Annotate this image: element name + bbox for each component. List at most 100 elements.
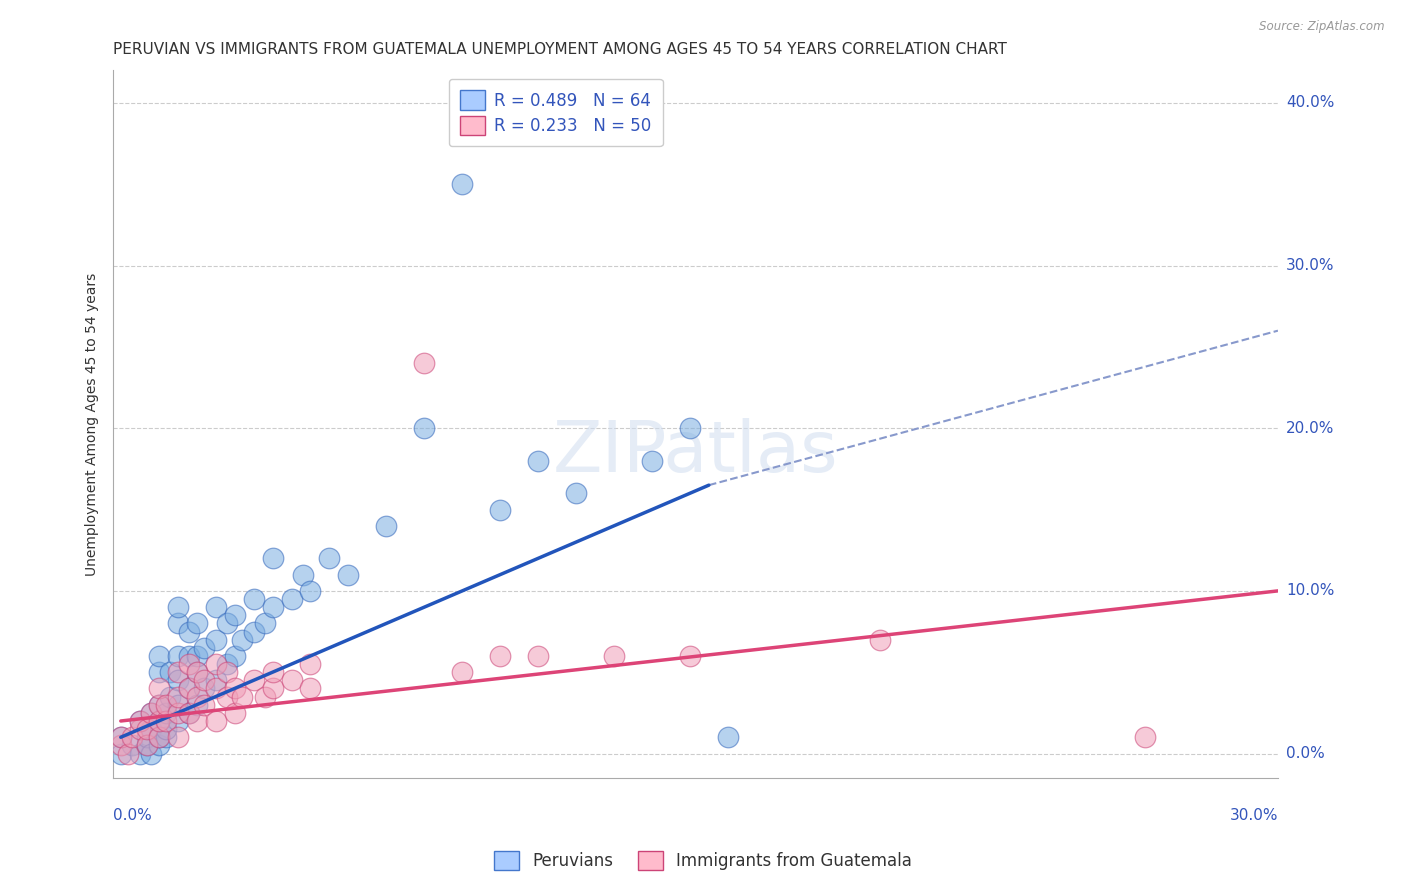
Point bbox=[413, 421, 436, 435]
Point bbox=[155, 698, 177, 712]
Point bbox=[413, 356, 436, 370]
Point bbox=[177, 681, 200, 696]
Point bbox=[110, 731, 132, 745]
Point bbox=[337, 567, 360, 582]
Point bbox=[299, 681, 322, 696]
Point bbox=[565, 486, 588, 500]
Point bbox=[186, 616, 208, 631]
Point bbox=[193, 673, 215, 688]
Text: Source: ZipAtlas.com: Source: ZipAtlas.com bbox=[1260, 20, 1385, 33]
Point bbox=[148, 665, 170, 680]
Point bbox=[110, 739, 132, 753]
Point bbox=[148, 739, 170, 753]
Point bbox=[148, 714, 170, 728]
Point bbox=[204, 681, 226, 696]
Point bbox=[489, 502, 512, 516]
Point bbox=[186, 648, 208, 663]
Point bbox=[291, 567, 314, 582]
Point bbox=[177, 681, 200, 696]
Point bbox=[128, 714, 150, 728]
Point bbox=[679, 648, 702, 663]
Point bbox=[224, 681, 246, 696]
Point bbox=[451, 178, 474, 192]
Point bbox=[139, 747, 162, 761]
Point bbox=[110, 747, 132, 761]
Point bbox=[204, 600, 226, 615]
Point bbox=[166, 665, 188, 680]
Point bbox=[148, 681, 170, 696]
Point bbox=[603, 648, 626, 663]
Point bbox=[242, 673, 264, 688]
Point bbox=[253, 616, 276, 631]
Point bbox=[177, 648, 200, 663]
Point bbox=[148, 731, 170, 745]
Point bbox=[527, 648, 550, 663]
Point bbox=[166, 648, 188, 663]
Point bbox=[253, 690, 276, 704]
Point bbox=[186, 665, 208, 680]
Point bbox=[231, 690, 253, 704]
Point bbox=[215, 616, 238, 631]
Legend: R = 0.489   N = 64, R = 0.233   N = 50: R = 0.489 N = 64, R = 0.233 N = 50 bbox=[449, 78, 662, 146]
Text: 30.0%: 30.0% bbox=[1286, 258, 1334, 273]
Point bbox=[117, 747, 139, 761]
Point bbox=[128, 714, 150, 728]
Text: 30.0%: 30.0% bbox=[1229, 808, 1278, 823]
Point bbox=[177, 624, 200, 639]
Point bbox=[375, 518, 398, 533]
Point bbox=[148, 714, 170, 728]
Point bbox=[262, 551, 284, 566]
Point bbox=[139, 706, 162, 720]
Point bbox=[193, 640, 215, 655]
Point bbox=[215, 690, 238, 704]
Point bbox=[186, 690, 208, 704]
Point bbox=[166, 600, 188, 615]
Point bbox=[110, 731, 132, 745]
Y-axis label: Unemployment Among Ages 45 to 54 years: Unemployment Among Ages 45 to 54 years bbox=[86, 273, 100, 576]
Legend: Peruvians, Immigrants from Guatemala: Peruvians, Immigrants from Guatemala bbox=[486, 844, 920, 877]
Text: 20.0%: 20.0% bbox=[1286, 421, 1334, 435]
Point bbox=[262, 600, 284, 615]
Point bbox=[204, 657, 226, 671]
Point bbox=[204, 673, 226, 688]
Point bbox=[204, 714, 226, 728]
Text: 0.0%: 0.0% bbox=[1286, 746, 1324, 761]
Point bbox=[717, 731, 740, 745]
Point bbox=[128, 722, 150, 736]
Point bbox=[177, 657, 200, 671]
Point bbox=[155, 714, 177, 728]
Point bbox=[166, 698, 188, 712]
Point bbox=[159, 690, 181, 704]
Point bbox=[1133, 731, 1156, 745]
Text: 40.0%: 40.0% bbox=[1286, 95, 1334, 111]
Text: 10.0%: 10.0% bbox=[1286, 583, 1334, 599]
Point bbox=[262, 681, 284, 696]
Point bbox=[451, 665, 474, 680]
Point bbox=[136, 739, 159, 753]
Point bbox=[193, 698, 215, 712]
Point bbox=[148, 698, 170, 712]
Point bbox=[148, 648, 170, 663]
Point bbox=[262, 665, 284, 680]
Point bbox=[136, 731, 159, 745]
Point bbox=[280, 592, 302, 607]
Point bbox=[224, 706, 246, 720]
Point bbox=[231, 632, 253, 647]
Text: 0.0%: 0.0% bbox=[114, 808, 152, 823]
Point bbox=[148, 731, 170, 745]
Point bbox=[641, 454, 664, 468]
Point bbox=[159, 665, 181, 680]
Point bbox=[155, 731, 177, 745]
Point bbox=[139, 706, 162, 720]
Point bbox=[177, 706, 200, 720]
Point bbox=[136, 739, 159, 753]
Point bbox=[166, 731, 188, 745]
Point bbox=[139, 722, 162, 736]
Point bbox=[869, 632, 891, 647]
Point bbox=[527, 454, 550, 468]
Point bbox=[136, 722, 159, 736]
Point bbox=[215, 665, 238, 680]
Point bbox=[299, 583, 322, 598]
Point bbox=[204, 632, 226, 647]
Point bbox=[177, 706, 200, 720]
